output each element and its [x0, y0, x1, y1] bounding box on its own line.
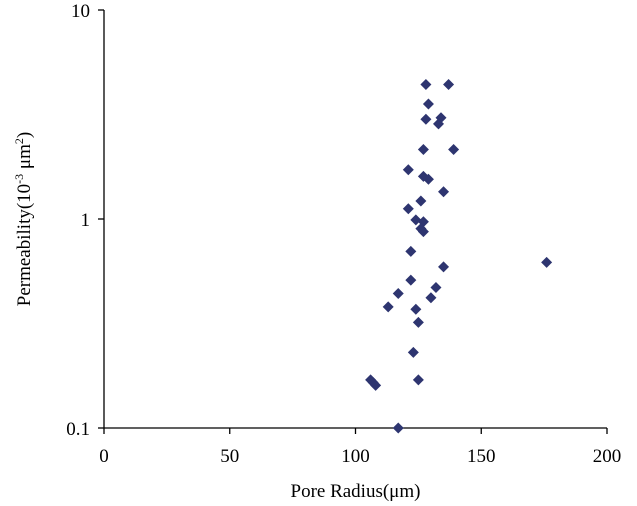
- data-point: [412, 316, 424, 328]
- y-axis-title-unit-exponent: 2: [12, 138, 26, 144]
- data-point: [402, 203, 414, 215]
- y-axis-title: Permeability(10-3 μm2): [12, 132, 35, 306]
- data-point: [402, 164, 414, 176]
- data-point: [420, 79, 432, 91]
- y-tick-label: 1: [81, 210, 91, 231]
- y-axis-title-base: Permeability(10: [14, 184, 35, 306]
- data-point: [422, 173, 434, 185]
- data-points: [365, 79, 553, 434]
- data-point: [438, 186, 450, 198]
- data-point: [410, 303, 422, 315]
- y-axis-title-close: ): [14, 132, 35, 138]
- data-point: [405, 245, 417, 257]
- data-point: [430, 282, 442, 294]
- x-tick-label: 50: [220, 446, 239, 467]
- y-axis-title-unit: μm: [14, 144, 35, 174]
- data-point: [417, 226, 429, 238]
- y-tick-label: 0.1: [66, 419, 90, 440]
- x-tick-label: 0: [99, 446, 109, 467]
- data-point: [405, 274, 417, 286]
- data-point: [432, 118, 444, 130]
- data-point: [438, 261, 450, 273]
- data-point: [422, 98, 434, 110]
- data-point: [448, 144, 460, 156]
- data-point: [443, 79, 455, 91]
- y-tick-label: 10: [71, 1, 90, 22]
- x-axis-title: Pore Radius(μm): [291, 481, 421, 502]
- x-tick-label: 100: [341, 446, 370, 467]
- data-point: [420, 113, 432, 125]
- data-point: [392, 288, 404, 300]
- data-point: [417, 144, 429, 156]
- x-tick-label: 200: [593, 446, 622, 467]
- data-point: [370, 379, 382, 391]
- data-point: [541, 256, 553, 268]
- y-axis-title-exponent: -3: [12, 174, 26, 184]
- x-tick-label: 150: [467, 446, 496, 467]
- data-point: [415, 195, 427, 207]
- axes: 0 50 100 150 200 0.1 1 10: [66, 1, 621, 467]
- data-point: [412, 374, 424, 386]
- data-point: [410, 214, 422, 226]
- data-point: [425, 292, 437, 304]
- data-point: [382, 301, 394, 313]
- data-point: [407, 346, 419, 358]
- data-point: [392, 422, 404, 434]
- axis-labels: Pore Radius(μm) Permeability(10-3 μm2): [12, 132, 420, 502]
